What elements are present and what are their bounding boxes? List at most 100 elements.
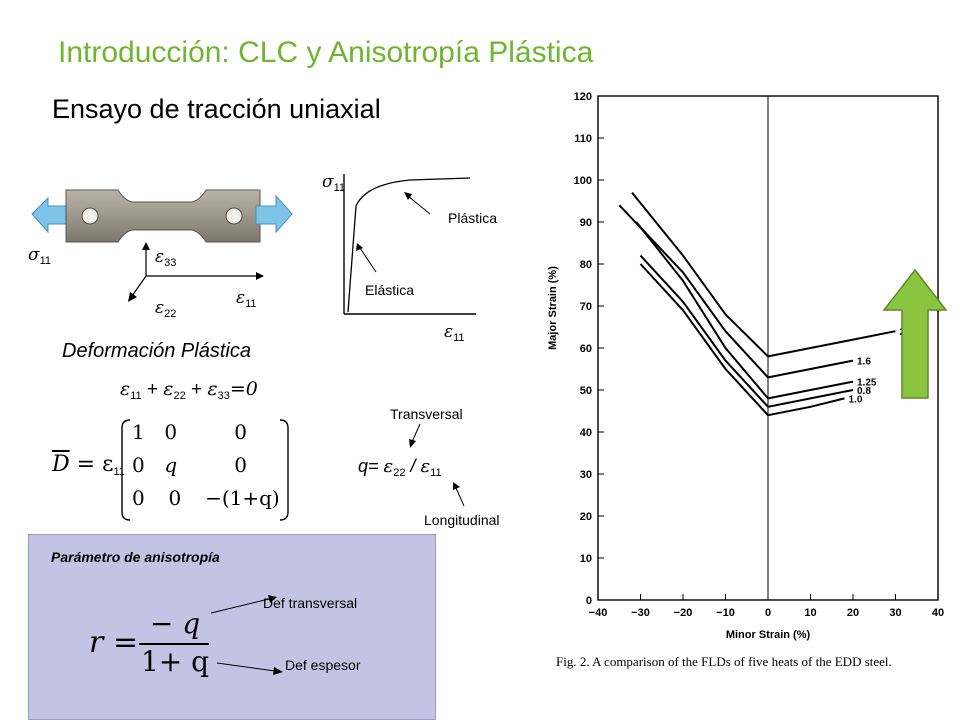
volume-constancy-equation: ε11 + ε22 + ε33=0 bbox=[120, 378, 258, 402]
fld-y-tick-label: 90 bbox=[580, 217, 592, 229]
specimen-e33-label: ε33 bbox=[155, 247, 177, 269]
right-hole-icon bbox=[225, 207, 243, 225]
tensor-d: D bbox=[52, 452, 70, 477]
r-pointers bbox=[210, 595, 283, 675]
left-bracket bbox=[121, 419, 131, 521]
transversal-label: Transversal bbox=[390, 406, 463, 422]
tensor-cell: 1 bbox=[132, 420, 145, 444]
fld-series-label: 1.0 bbox=[849, 394, 863, 405]
fld-y-tick-label: 0 bbox=[586, 595, 592, 607]
specimen-svg bbox=[31, 189, 293, 302]
tensor-eq: = ε bbox=[76, 452, 114, 477]
def-transversal-label: Def transversal bbox=[263, 595, 358, 611]
fld-y-tick-label: 120 bbox=[574, 91, 592, 103]
deformation-heading: Deformación Plástica bbox=[62, 340, 251, 362]
e33-arrowhead-icon bbox=[142, 242, 150, 250]
fld-series-label: 1.25 bbox=[857, 378, 877, 389]
fld-y-tick-label: 30 bbox=[580, 469, 592, 481]
fld-x-tick-label: −30 bbox=[631, 607, 650, 619]
specimen-diagram bbox=[20, 180, 300, 330]
fld-y-tick-label: 110 bbox=[574, 133, 592, 145]
fld-x-tick-label: 20 bbox=[847, 607, 859, 619]
def-espesor-label: Def espesor bbox=[285, 657, 361, 673]
plastic-pointer-head-icon bbox=[404, 192, 412, 200]
tensor-row: 1 0 0 bbox=[132, 420, 282, 453]
e22-axis bbox=[131, 275, 147, 297]
stress-strain-sketch bbox=[343, 174, 476, 315]
tensor-lhs: D = ε11 bbox=[52, 452, 125, 478]
tensor-row: 0 0 −(1+q) bbox=[132, 486, 282, 519]
fld-curve-1-25 bbox=[635, 221, 854, 400]
fld-x-axis-label: Minor Strain (%) bbox=[726, 629, 811, 641]
e22-arrowhead-icon bbox=[128, 292, 137, 302]
fld-y-tick-label: 60 bbox=[580, 343, 592, 355]
specimen-e11-label: ε11 bbox=[236, 288, 257, 310]
fld-x-tick-label: −20 bbox=[674, 607, 693, 619]
q-definition: q= ε22 / ε11 bbox=[358, 456, 442, 479]
fld-curve-0-8 bbox=[639, 254, 854, 408]
anisotropy-panel: Parámetro de anisotropía r = − q 1+ q De… bbox=[28, 534, 436, 720]
denominator-pointer bbox=[216, 662, 276, 672]
elastic-pointer bbox=[359, 247, 377, 273]
numerator-pointer bbox=[210, 598, 270, 614]
slide-title: Introducción: CLC y Anisotropía Plástica bbox=[58, 36, 594, 69]
fld-x-tick-label: 30 bbox=[889, 607, 901, 619]
tensor-cell: 0 bbox=[234, 420, 247, 444]
specimen-icon bbox=[65, 189, 261, 243]
fld-x-tick-label: −10 bbox=[716, 607, 735, 619]
denominator-pointer-head-icon bbox=[273, 667, 283, 675]
stress-axis-label: σ11 bbox=[322, 172, 346, 194]
anisotropy-heading: Parámetro de anisotropía bbox=[51, 549, 220, 565]
r-numerator: − q bbox=[149, 607, 201, 640]
elastic-pointer-head-icon bbox=[356, 243, 363, 251]
tensor-matrix: 1 0 0 0 q 0 0 0 −(1+q) bbox=[132, 420, 282, 519]
fld-y-axis-label: Major Strain (%) bbox=[547, 266, 559, 350]
right-load-arrow-icon bbox=[255, 194, 293, 234]
tensor-brackets bbox=[121, 419, 289, 521]
stress-strain-curve bbox=[347, 177, 471, 313]
fld-curve-2-0 bbox=[631, 191, 896, 358]
plastic-pointer bbox=[407, 195, 431, 215]
longitudinal-pointer bbox=[455, 487, 465, 507]
r-lhs: r = bbox=[89, 625, 139, 660]
fld-labels: Minor Strain (%)Major Strain (%)2.01.61.… bbox=[547, 266, 914, 641]
tensor-cell: 0 bbox=[234, 453, 247, 477]
fld-x-tick-label: 40 bbox=[932, 607, 944, 619]
tensor-cell: 0 bbox=[168, 486, 182, 510]
fld-y-tick-label: 70 bbox=[580, 301, 592, 313]
fld-y-tick-label: 50 bbox=[580, 385, 592, 397]
fld-x-tick-label: 10 bbox=[804, 607, 816, 619]
fld-series-label: 0.8 bbox=[857, 386, 871, 397]
tensor-cell: 0 bbox=[164, 420, 178, 444]
slide-subtitle: Ensayo de tracción uniaxial bbox=[52, 94, 381, 124]
fld-y-tick-label: 40 bbox=[580, 427, 592, 439]
fld-y-tick-label: 80 bbox=[580, 259, 592, 271]
left-hole-icon bbox=[81, 207, 99, 225]
numerator-pointer-head-icon bbox=[268, 595, 277, 603]
fld-y-tick-label: 20 bbox=[580, 511, 592, 523]
elastic-label: Elástica bbox=[365, 282, 415, 298]
major-strain-increase-arrow-icon bbox=[882, 268, 948, 399]
longitudinal-pointer-head-icon bbox=[453, 482, 460, 490]
fld-x-tick-label: −40 bbox=[589, 607, 608, 619]
transversal-pointer bbox=[411, 423, 421, 443]
fld-series-label: 1.6 bbox=[857, 357, 871, 368]
right-bracket bbox=[279, 419, 289, 521]
plastic-label: Plástica bbox=[448, 210, 498, 226]
strain-axis-label: ε11 bbox=[444, 322, 465, 344]
specimen-e22-label: ε22 bbox=[155, 298, 177, 320]
q-pointers bbox=[409, 423, 465, 507]
fld-y-tick-label: 10 bbox=[580, 553, 592, 565]
fld-curve-1-6 bbox=[618, 204, 854, 379]
tensor-sub: 11 bbox=[113, 466, 125, 478]
longitudinal-label: Longitudinal bbox=[424, 512, 500, 528]
fld-x-tick-label: 0 bbox=[765, 607, 771, 619]
tensor-cell: −(1+q) bbox=[205, 486, 280, 510]
tensor-row: 0 q 0 bbox=[132, 453, 282, 486]
fld-caption: Fig. 2. A comparison of the FLDs of five… bbox=[556, 654, 892, 669]
e11-arrowhead-icon bbox=[256, 272, 264, 280]
tensor-cell: 0 bbox=[132, 486, 145, 510]
r-fraction-bar bbox=[139, 643, 209, 645]
